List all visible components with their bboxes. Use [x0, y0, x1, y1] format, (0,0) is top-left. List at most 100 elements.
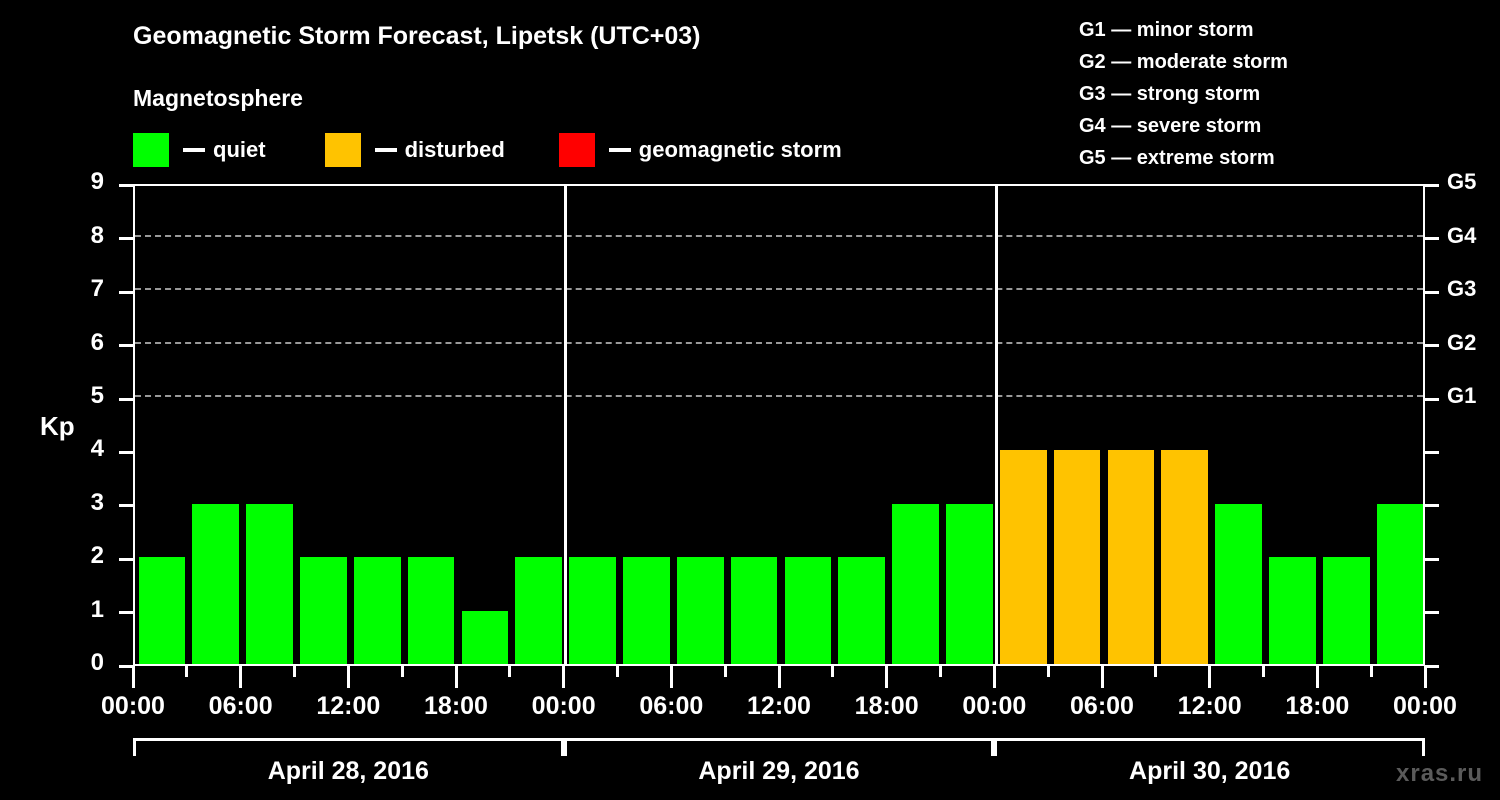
y-tick-mark-right-5: [1425, 397, 1439, 401]
y-tick-label-2: 2: [90, 542, 104, 570]
x-tick-mark: [1315, 666, 1319, 688]
legend-entry-storm: geomagnetic storm: [558, 132, 842, 168]
day-separator-2: [994, 186, 998, 664]
bar: [892, 503, 939, 664]
x-tick-mark: [992, 666, 996, 688]
x-tick-mark: [400, 666, 404, 677]
x-tick-mark: [1046, 666, 1050, 677]
x-tick-mark: [185, 666, 189, 677]
y-tick-label-0: 0: [90, 649, 104, 676]
day-label-3: April 30, 2016: [1129, 757, 1291, 785]
x-tick-mark: [131, 666, 135, 688]
day-bracket-2: [563, 738, 995, 756]
plot-area: [133, 184, 1425, 666]
y-tick-label-4: 4: [90, 435, 104, 463]
y-tick-mark-5: [119, 397, 133, 401]
x-tick-mark: [508, 666, 512, 677]
bar: [1376, 503, 1423, 664]
y-tick-label-3: 3: [90, 488, 104, 516]
legend-dash-icon: [608, 148, 631, 152]
gridline-kp-8: [135, 234, 1423, 237]
x-axis-label: 06:00: [639, 692, 704, 720]
disturbed-swatch: [324, 133, 361, 167]
bar: [300, 557, 347, 664]
x-tick-mark: [616, 666, 619, 677]
day-label-2: April 29, 2016: [698, 757, 860, 785]
x-tick-mark: [885, 666, 889, 688]
bar: [946, 503, 993, 664]
g-scale-tick-G3: G3: [1447, 276, 1477, 302]
y-tick-label-5: 5: [90, 382, 104, 409]
x-axis-label: 00:00: [962, 692, 1027, 720]
y-tick-mark-4: [119, 450, 133, 454]
x-axis-label: 00:00: [101, 692, 165, 720]
bar: [461, 610, 509, 664]
y-tick-label-1: 1: [90, 595, 104, 623]
x-axis-label: 00:00: [531, 692, 596, 720]
legend-label: disturbed: [404, 137, 505, 162]
bar: [784, 557, 832, 664]
chart-subtitle: Magnetosphere: [133, 85, 303, 111]
g-scale-line-3: G3 — strong storm: [1079, 83, 1261, 105]
x-tick-mark: [669, 666, 673, 688]
bar: [999, 450, 1047, 664]
color-legend: quiet disturbed geomagnetic storm: [133, 132, 842, 168]
g-scale-tick-G1: G1: [1447, 383, 1477, 408]
x-tick-mark: [777, 666, 781, 688]
y-tick-mark-9: [119, 183, 133, 187]
bar: [246, 503, 293, 664]
legend-dash-icon: [183, 148, 205, 152]
bar: [569, 557, 616, 664]
g-scale-tick-G2: G2: [1447, 329, 1477, 355]
x-axis-label: 18:00: [854, 692, 919, 720]
bar: [192, 503, 240, 664]
y-tick-mark-right-9: [1425, 183, 1439, 187]
bar: [353, 557, 401, 664]
x-axis-label: 12:00: [747, 692, 811, 720]
bar: [1053, 450, 1101, 664]
bar: [1107, 450, 1155, 664]
legend-label: quiet: [213, 137, 266, 162]
gridline-kp-6: [135, 341, 1423, 344]
x-tick-mark: [346, 666, 350, 688]
x-tick-mark: [1262, 666, 1265, 677]
day-bracket-3: [994, 738, 1425, 756]
x-tick-mark: [239, 666, 243, 688]
bar: [838, 557, 886, 664]
x-tick-mark: [562, 666, 566, 688]
g-scale-line-2: G2 — moderate storm: [1079, 51, 1288, 73]
y-tick-mark-8: [119, 237, 133, 241]
x-axis-label: 18:00: [1285, 692, 1350, 720]
x-tick-mark: [454, 666, 458, 688]
legend-dash-icon: [374, 148, 397, 152]
x-axis-label: 12:00: [316, 692, 381, 720]
bar: [730, 557, 778, 664]
bar: [623, 557, 670, 664]
y-tick-mark-3: [119, 504, 133, 508]
legend-entry-quiet: quiet: [133, 132, 266, 168]
x-tick-mark: [293, 666, 296, 677]
g-scale-legend: G1 — minor storm G2 — moderate storm G3 — …: [1079, 14, 1479, 174]
x-axis-label: 06:00: [1070, 692, 1134, 720]
y-tick-label-6: 6: [90, 328, 104, 356]
y-tick-mark-right-2: [1425, 557, 1439, 561]
x-tick-mark: [1208, 666, 1212, 688]
g-scale-line-1: G1 — minor storm: [1079, 19, 1254, 41]
y-tick-mark-right-7: [1425, 290, 1439, 294]
y-tick-mark-right-3: [1425, 504, 1439, 508]
y-tick-mark-2: [119, 557, 133, 561]
bar: [515, 557, 563, 664]
y-tick-mark-right-8: [1425, 237, 1439, 241]
quiet-swatch: [133, 133, 169, 167]
x-axis-label: 12:00: [1177, 692, 1242, 720]
y-tick-label-9: 9: [90, 168, 104, 196]
legend-entry-disturbed: disturbed: [324, 132, 505, 168]
g-scale-tick-G4: G4: [1447, 222, 1477, 248]
day-separator-1: [564, 186, 568, 664]
y-tick-mark-0: [119, 664, 133, 668]
gridline-kp-7: [135, 288, 1423, 291]
x-tick-mark: [1423, 666, 1427, 688]
y-tick-mark-7: [119, 290, 133, 294]
bar: [138, 557, 186, 664]
y-tick-mark-right-0: [1425, 664, 1439, 668]
